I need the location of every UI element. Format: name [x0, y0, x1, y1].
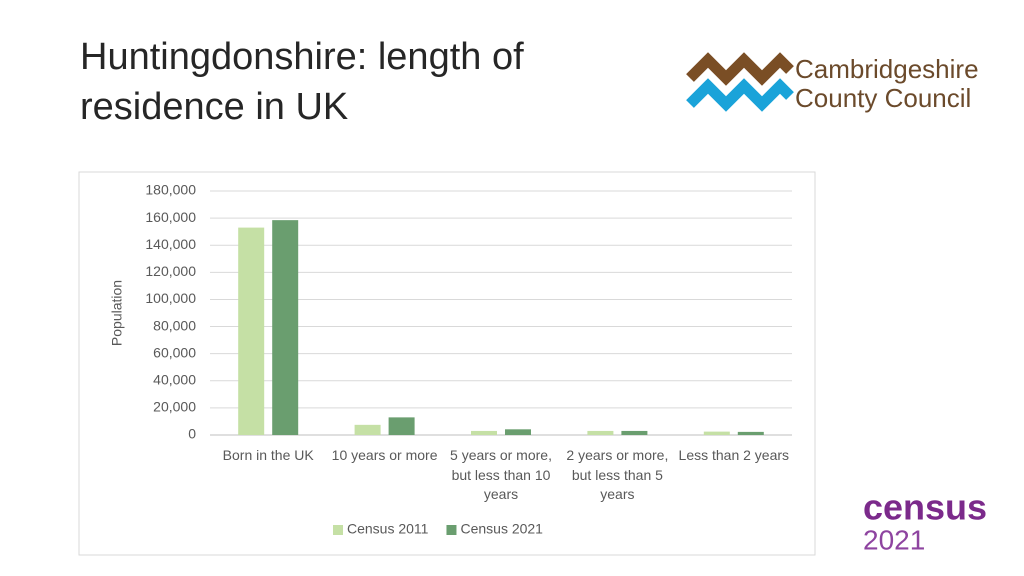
x-tick-label: Born in the UK — [222, 447, 314, 463]
bar — [737, 431, 764, 435]
y-tick-label: 20,000 — [153, 399, 196, 415]
x-tick-label: 10 years or more — [331, 447, 438, 463]
bar — [505, 429, 531, 435]
x-tick-label: 2 years or more, but less than 5 years — [566, 447, 669, 502]
y-tick-label: 100,000 — [145, 290, 196, 306]
bar — [621, 430, 648, 435]
y-tick-label: 120,000 — [145, 263, 196, 279]
logo-shape — [686, 52, 794, 86]
bar — [354, 424, 381, 435]
census-logo-year: 2021 — [863, 524, 925, 555]
council-logo: Cambridgeshire County Council — [686, 52, 979, 113]
legend-label: Census 2011 — [347, 521, 429, 537]
slide-title: Huntingdonshire: length of residence in … — [80, 36, 524, 128]
bar — [238, 227, 265, 435]
bar — [471, 430, 497, 435]
legend-swatch — [446, 525, 457, 535]
y-tick-label: 80,000 — [153, 317, 196, 333]
y-tick-label: 40,000 — [153, 371, 196, 387]
census-logo-text: census — [863, 487, 987, 528]
logo-shape — [686, 78, 794, 112]
y-tick-label: 140,000 — [145, 236, 196, 252]
bar — [587, 430, 614, 435]
legend-label: Census 2021 — [460, 521, 543, 537]
y-tick-label: 160,000 — [145, 209, 196, 225]
bar — [703, 431, 730, 435]
y-tick-label: 0 — [188, 426, 196, 442]
y-tick-label: 180,000 — [145, 182, 196, 198]
y-tick-label: 60,000 — [153, 344, 196, 360]
y-axis-label: Population — [109, 280, 125, 346]
logo-text: County Council — [795, 83, 971, 113]
bar — [272, 220, 299, 435]
logo-text: Cambridgeshire — [795, 54, 979, 84]
x-tick-label: Less than 2 years — [678, 447, 790, 463]
legend-swatch — [333, 525, 343, 535]
bar — [388, 417, 415, 435]
x-tick-label: 5 years or more, but less than 10 years — [450, 447, 552, 502]
chart-frame — [78, 171, 816, 556]
